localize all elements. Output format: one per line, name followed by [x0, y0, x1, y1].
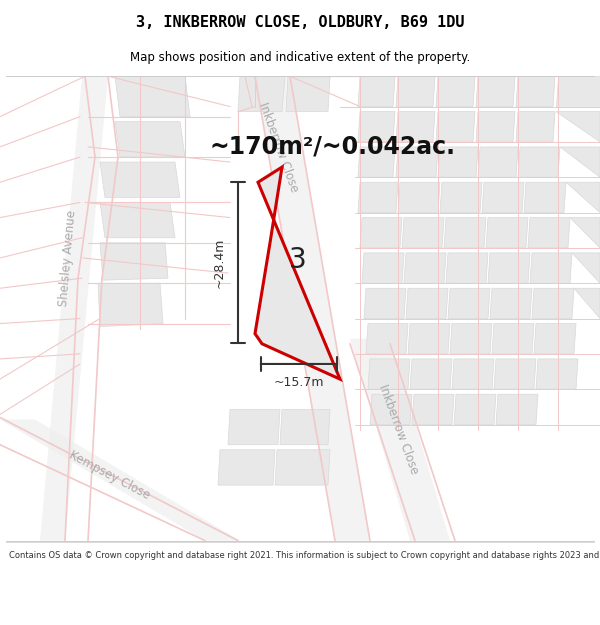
Polygon shape — [360, 217, 402, 248]
Polygon shape — [446, 253, 488, 283]
Polygon shape — [362, 253, 404, 283]
Polygon shape — [556, 112, 600, 142]
Polygon shape — [574, 288, 600, 319]
Text: ~28.4m: ~28.4m — [213, 238, 226, 288]
Polygon shape — [516, 76, 555, 106]
Polygon shape — [115, 76, 190, 117]
Polygon shape — [100, 162, 180, 198]
Polygon shape — [556, 76, 600, 106]
Polygon shape — [438, 147, 478, 178]
Polygon shape — [518, 147, 560, 178]
Text: 3: 3 — [289, 246, 307, 274]
Polygon shape — [358, 112, 395, 142]
Polygon shape — [482, 182, 524, 213]
Polygon shape — [486, 217, 528, 248]
Polygon shape — [100, 202, 175, 238]
Polygon shape — [366, 324, 408, 354]
Polygon shape — [358, 147, 395, 178]
Polygon shape — [524, 182, 566, 213]
Polygon shape — [494, 359, 536, 389]
Polygon shape — [358, 76, 395, 106]
Polygon shape — [275, 450, 330, 485]
Polygon shape — [412, 394, 454, 424]
Polygon shape — [436, 112, 475, 142]
Polygon shape — [490, 288, 532, 319]
Polygon shape — [530, 253, 572, 283]
Polygon shape — [452, 359, 494, 389]
Text: 3, INKBERROW CLOSE, OLDBURY, B69 1DU: 3, INKBERROW CLOSE, OLDBURY, B69 1DU — [136, 16, 464, 31]
Polygon shape — [396, 112, 435, 142]
Polygon shape — [570, 217, 600, 248]
Polygon shape — [450, 324, 492, 354]
Polygon shape — [280, 409, 330, 445]
Polygon shape — [115, 122, 185, 157]
Polygon shape — [532, 288, 574, 319]
Polygon shape — [536, 359, 578, 389]
Polygon shape — [534, 324, 576, 354]
Polygon shape — [566, 182, 600, 213]
Polygon shape — [492, 324, 534, 354]
Polygon shape — [560, 147, 600, 178]
Text: Map shows position and indicative extent of the property.: Map shows position and indicative extent… — [130, 51, 470, 64]
Polygon shape — [454, 394, 496, 424]
Polygon shape — [0, 419, 240, 541]
Polygon shape — [100, 243, 168, 280]
Text: Inkberrow Close: Inkberrow Close — [376, 383, 420, 476]
Polygon shape — [488, 253, 530, 283]
Polygon shape — [218, 450, 275, 485]
Polygon shape — [358, 182, 398, 213]
Text: Inkberrow Close: Inkberrow Close — [256, 100, 300, 194]
Polygon shape — [528, 217, 570, 248]
Polygon shape — [364, 288, 406, 319]
Polygon shape — [478, 147, 518, 178]
Text: Contains OS data © Crown copyright and database right 2021. This information is : Contains OS data © Crown copyright and d… — [9, 551, 600, 560]
Text: ~15.7m: ~15.7m — [274, 376, 324, 389]
Polygon shape — [448, 288, 490, 319]
Polygon shape — [404, 253, 446, 283]
Polygon shape — [40, 76, 108, 541]
Polygon shape — [238, 76, 285, 112]
Polygon shape — [410, 359, 452, 389]
Polygon shape — [440, 182, 482, 213]
Polygon shape — [255, 167, 340, 379]
Polygon shape — [350, 339, 450, 541]
Polygon shape — [370, 394, 412, 424]
Polygon shape — [436, 76, 475, 106]
Polygon shape — [398, 182, 440, 213]
Polygon shape — [572, 253, 600, 283]
Text: ~170m²/~0.042ac.: ~170m²/~0.042ac. — [210, 135, 456, 159]
Polygon shape — [496, 394, 538, 424]
Polygon shape — [396, 147, 438, 178]
Polygon shape — [286, 76, 330, 112]
Polygon shape — [255, 76, 370, 541]
Text: Kempsey Close: Kempsey Close — [67, 448, 152, 502]
Polygon shape — [402, 217, 444, 248]
Polygon shape — [408, 324, 450, 354]
Text: Shelsley Avenue: Shelsley Avenue — [58, 209, 79, 307]
Polygon shape — [396, 76, 435, 106]
Polygon shape — [368, 359, 410, 389]
Polygon shape — [476, 76, 515, 106]
Polygon shape — [444, 217, 486, 248]
Polygon shape — [98, 283, 163, 327]
Polygon shape — [476, 112, 515, 142]
Polygon shape — [228, 409, 280, 445]
Polygon shape — [406, 288, 448, 319]
Polygon shape — [516, 112, 555, 142]
